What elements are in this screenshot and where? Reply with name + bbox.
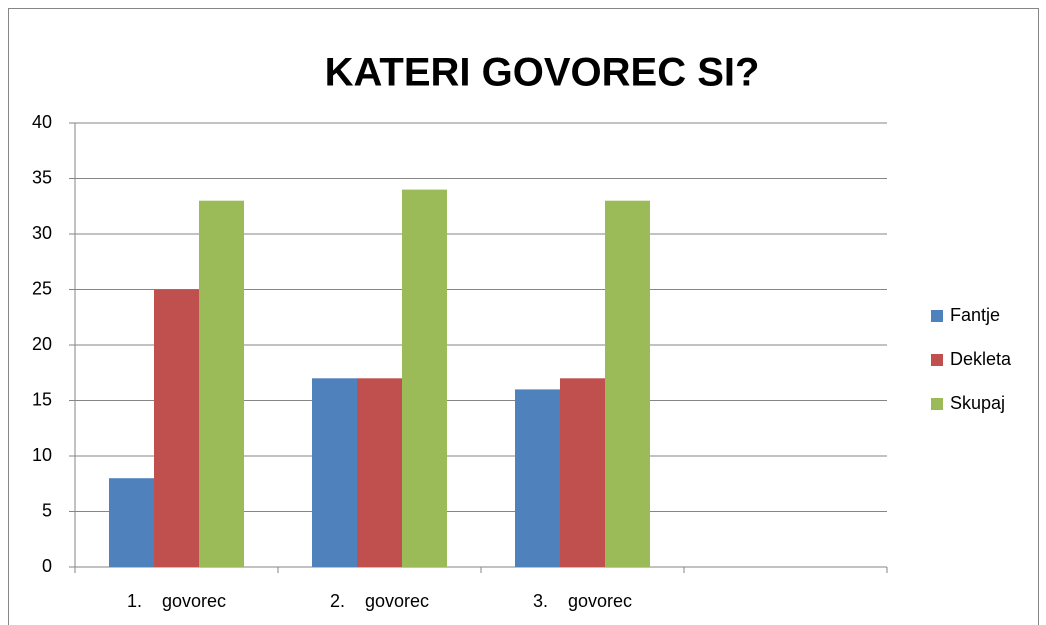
legend-label: Skupaj <box>950 393 1005 413</box>
legend-swatch <box>931 354 943 366</box>
y-tick-label: 5 <box>42 500 52 520</box>
bar <box>154 289 199 567</box>
y-tick-label: 20 <box>32 334 52 354</box>
bar <box>402 189 447 567</box>
x-tick-label: 3. govorec <box>533 591 632 611</box>
bar <box>515 389 560 567</box>
bar <box>560 378 605 567</box>
y-tick-label: 15 <box>32 389 52 409</box>
bar <box>109 478 154 567</box>
bar <box>357 378 402 567</box>
x-tick-label: 1. govorec <box>127 591 226 611</box>
y-tick-label: 30 <box>32 223 52 243</box>
bar <box>312 378 357 567</box>
y-tick-label: 35 <box>32 167 52 187</box>
y-tick-label: 25 <box>32 278 52 298</box>
legend-label: Fantje <box>950 305 1000 325</box>
y-tick-label: 0 <box>42 556 52 576</box>
y-tick-label: 40 <box>32 112 52 132</box>
chart-title: KATERI GOVOREC SI? <box>325 51 760 95</box>
y-tick-label: 10 <box>32 445 52 465</box>
bar <box>605 200 650 567</box>
legend-label: Dekleta <box>950 349 1012 369</box>
bar <box>199 200 244 567</box>
legend-swatch <box>931 310 943 322</box>
legend-swatch <box>931 398 943 410</box>
x-tick-label: 2. govorec <box>330 591 429 611</box>
